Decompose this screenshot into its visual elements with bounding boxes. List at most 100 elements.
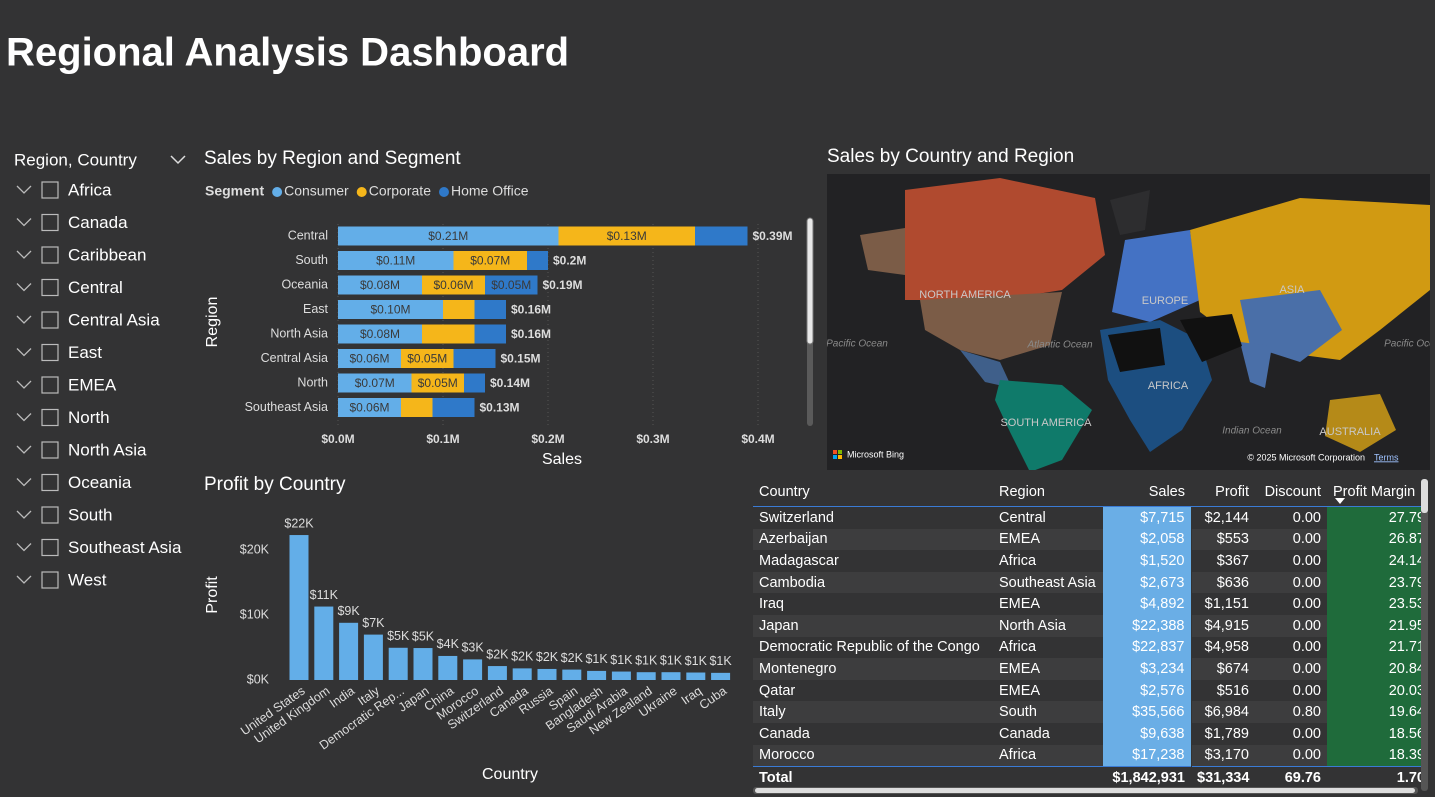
table-cell: 21.71 xyxy=(1327,636,1421,659)
legend-marker xyxy=(438,187,449,197)
table-cell: 19.64 xyxy=(1327,701,1421,723)
data-label: $1K xyxy=(685,654,708,668)
table-cell: $7,715 xyxy=(1103,506,1192,529)
total-cell: $1,842,931 xyxy=(1103,766,1191,787)
checkbox[interactable] xyxy=(41,246,59,264)
scrollbar-thumb[interactable] xyxy=(1421,479,1428,513)
bar xyxy=(512,668,532,680)
table-cell: $367 xyxy=(1216,552,1249,569)
table-cell: Iraq xyxy=(759,596,784,613)
bar-segment xyxy=(464,373,485,393)
data-label: $1K xyxy=(709,654,732,668)
bar-segment xyxy=(338,226,559,246)
x-tick-label: India xyxy=(327,684,357,711)
expand-chevron[interactable] xyxy=(16,185,32,194)
slicer-item: Central Asia xyxy=(68,310,160,329)
table-cell: Madagascar xyxy=(759,552,839,569)
table-cell: $35,566 xyxy=(1103,701,1192,723)
scrollbar-thumb[interactable] xyxy=(755,788,1415,793)
expand-chevron[interactable] xyxy=(16,218,32,227)
slicer-item: West xyxy=(68,570,107,589)
data-label: $0.07M xyxy=(355,376,395,390)
scrollbar-thumb[interactable] xyxy=(806,217,814,345)
data-label: $0.07M xyxy=(470,254,510,268)
region-shape xyxy=(860,228,905,275)
data-label: $3K xyxy=(461,641,484,655)
data-table: Country Region Sales Profit Discount Profit M… xyxy=(753,477,1421,787)
checkbox[interactable] xyxy=(41,213,59,232)
checkbox[interactable] xyxy=(41,506,59,524)
table-cell: Cambodia xyxy=(753,571,993,594)
expand-chevron[interactable] xyxy=(16,283,32,292)
bar xyxy=(686,672,706,680)
checkbox[interactable] xyxy=(41,441,59,459)
table-cell: $1,520 xyxy=(1103,550,1192,572)
expand-chevron[interactable] xyxy=(16,510,32,519)
total-label: $0.13M xyxy=(480,401,520,415)
table-cell: Italy xyxy=(753,701,993,723)
ocean-label: Pacific Ocean xyxy=(1384,339,1435,350)
expand-chevron[interactable] xyxy=(16,250,32,259)
column-header[interactable]: Discount xyxy=(1255,477,1327,507)
y-tick-label: $20K xyxy=(240,542,270,556)
bing-logo xyxy=(838,450,842,454)
bar-segment xyxy=(411,373,464,393)
slicer-dropdown[interactable] xyxy=(170,155,186,165)
checkbox[interactable] xyxy=(41,571,59,589)
checkbox[interactable] xyxy=(41,408,59,427)
slicer-item: North xyxy=(68,408,110,427)
y-tick-label: South xyxy=(295,253,328,267)
checkbox[interactable] xyxy=(41,538,59,557)
checkbox[interactable] xyxy=(41,181,59,199)
table-cell: $6,984 xyxy=(1191,701,1255,723)
table-cell: Africa xyxy=(993,744,1103,767)
legend-label: Corporate xyxy=(369,183,431,199)
data-label: $5K xyxy=(387,629,410,643)
slicer: Africa Canada Caribbean Central Central Asia… xyxy=(16,180,182,589)
bar-segment xyxy=(453,349,496,368)
checkbox[interactable] xyxy=(41,473,59,492)
checkbox[interactable] xyxy=(41,278,59,297)
legend-marker xyxy=(356,187,367,197)
table-cell: 23.53 xyxy=(1327,593,1421,615)
table-cell: 20.03 xyxy=(1327,679,1421,702)
map-provider: Microsoft Bing xyxy=(847,449,904,459)
table-row: Italy South $35,566 $6,984 0.80 19.64 xyxy=(753,701,1421,723)
map-canvas[interactable] xyxy=(827,174,1430,472)
table-cell: Democratic Republic of the Congo xyxy=(759,639,980,656)
bar xyxy=(611,671,631,680)
ocean-label: Pacific Ocean xyxy=(826,339,888,350)
bar xyxy=(661,672,681,680)
table: Country Region Sales Profit Discount Profit M… xyxy=(753,477,1421,787)
bar xyxy=(636,672,656,680)
expand-chevron[interactable] xyxy=(16,478,32,487)
expand-chevron[interactable] xyxy=(16,413,32,422)
ocean-label: Atlantic Ocean xyxy=(1026,340,1092,351)
continent-label: EUROPE xyxy=(1142,295,1188,307)
expand-chevron[interactable] xyxy=(16,575,32,584)
bar xyxy=(463,659,483,680)
y-tick-label: Central xyxy=(288,228,328,242)
map-terms[interactable]: Terms xyxy=(1374,452,1399,462)
checkbox[interactable] xyxy=(41,311,59,329)
column-header[interactable]: Country xyxy=(753,477,993,507)
column-header[interactable]: Profit xyxy=(1191,477,1255,507)
expand-chevron[interactable] xyxy=(16,315,32,324)
expand-chevron[interactable] xyxy=(16,445,32,454)
column-header[interactable]: Region xyxy=(993,477,1103,507)
column-header[interactable]: Profit Margin xyxy=(1327,477,1421,507)
data-label: $0.06M xyxy=(433,278,473,292)
scrollbar[interactable] xyxy=(1421,479,1428,791)
checkbox[interactable] xyxy=(41,343,59,362)
checkbox[interactable] xyxy=(41,376,59,394)
expand-chevron[interactable] xyxy=(16,380,32,389)
bar xyxy=(314,606,334,680)
expand-chevron[interactable] xyxy=(16,348,32,357)
expand-chevron[interactable] xyxy=(16,543,32,552)
table-cell: 21.95 xyxy=(1327,614,1421,637)
total-label: $0.19M xyxy=(543,278,583,292)
region-shape xyxy=(1325,394,1396,452)
column-header[interactable]: Sales xyxy=(1103,477,1191,507)
